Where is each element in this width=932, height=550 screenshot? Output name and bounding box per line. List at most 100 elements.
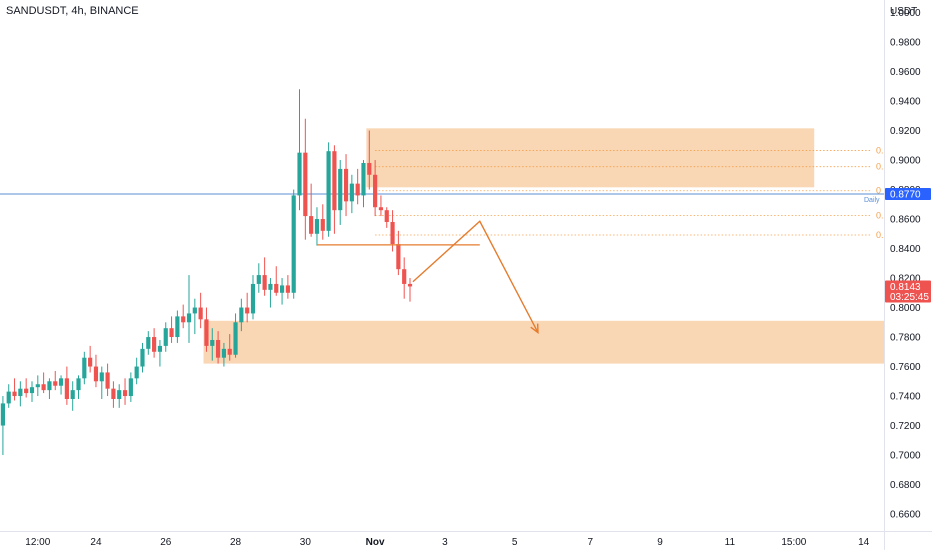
candle-body[interactable] bbox=[64, 378, 69, 399]
x-tick-label: Nov bbox=[366, 537, 385, 548]
candle-body[interactable] bbox=[256, 275, 261, 284]
y-tick-label: 0.8000 bbox=[890, 303, 921, 314]
candle-body[interactable] bbox=[268, 283, 273, 290]
candle-body[interactable] bbox=[105, 372, 110, 389]
candle-body[interactable] bbox=[396, 244, 401, 270]
candle-body[interactable] bbox=[320, 219, 325, 231]
candle-body[interactable] bbox=[250, 283, 256, 314]
projection-arrowhead bbox=[530, 323, 539, 335]
candle-body[interactable] bbox=[76, 378, 81, 391]
candle-body[interactable] bbox=[169, 328, 174, 338]
y-tick-label: 1.0000 bbox=[890, 8, 921, 19]
candle-body[interactable] bbox=[239, 307, 244, 323]
fib-layer: Daily 0. 0. 0 0. 0. bbox=[0, 145, 884, 240]
candle-body[interactable] bbox=[373, 174, 378, 208]
y-tick-label: 0.9400 bbox=[890, 97, 921, 108]
candle-body[interactable] bbox=[332, 151, 337, 211]
candle-body[interactable] bbox=[58, 378, 64, 386]
x-tick-label: 24 bbox=[90, 537, 102, 548]
candle-body[interactable] bbox=[285, 285, 290, 293]
candle-body[interactable] bbox=[175, 316, 180, 338]
candle-body[interactable] bbox=[157, 345, 163, 352]
candle-body[interactable] bbox=[361, 162, 366, 196]
candle-body[interactable] bbox=[309, 216, 314, 234]
candle-body[interactable] bbox=[35, 384, 40, 388]
symbol-title: SANDUSDT, 4h, BINANCE bbox=[6, 5, 139, 17]
candle-body[interactable] bbox=[378, 207, 384, 211]
candle-body[interactable] bbox=[303, 152, 308, 217]
candle-body[interactable] bbox=[233, 322, 238, 355]
candle-body[interactable] bbox=[70, 390, 75, 399]
candle-body[interactable] bbox=[12, 391, 17, 397]
candle-body[interactable] bbox=[117, 390, 122, 399]
candle-body[interactable] bbox=[407, 283, 413, 287]
candle-body[interactable] bbox=[198, 307, 203, 320]
y-tick-label: 0.6600 bbox=[890, 510, 921, 521]
fib-level-label: 0. bbox=[876, 145, 884, 155]
candle-body[interactable] bbox=[314, 219, 320, 234]
supply-zone[interactable] bbox=[366, 128, 815, 188]
candle-body[interactable] bbox=[93, 366, 99, 382]
candle-body[interactable] bbox=[343, 168, 349, 202]
candle-body[interactable] bbox=[291, 195, 296, 293]
candle-body[interactable] bbox=[29, 387, 35, 394]
candle-body[interactable] bbox=[53, 381, 58, 386]
candle-body[interactable] bbox=[390, 221, 395, 245]
candle-body[interactable] bbox=[355, 183, 360, 196]
candle-body[interactable] bbox=[181, 316, 186, 323]
demand-zone[interactable] bbox=[203, 320, 885, 364]
candle-body[interactable] bbox=[24, 388, 29, 394]
candle-body[interactable] bbox=[82, 357, 87, 379]
candle-body[interactable] bbox=[163, 328, 168, 346]
y-tick-label: 0.9800 bbox=[890, 38, 921, 49]
candle-body[interactable] bbox=[111, 388, 116, 399]
y-tick-label: 0.8400 bbox=[890, 244, 921, 255]
candle-body[interactable] bbox=[215, 339, 221, 358]
candle-body[interactable] bbox=[41, 384, 46, 391]
candle-body[interactable] bbox=[122, 390, 128, 397]
candle-body[interactable] bbox=[0, 403, 6, 426]
candle-body[interactable] bbox=[204, 319, 209, 346]
candle-body[interactable] bbox=[221, 348, 227, 358]
x-tick-label: 3 bbox=[442, 537, 448, 548]
candle-body[interactable] bbox=[367, 162, 372, 175]
candle-body[interactable] bbox=[88, 357, 93, 367]
candle-body[interactable] bbox=[384, 210, 389, 222]
candle-body[interactable] bbox=[227, 348, 232, 355]
currency-label: USDT bbox=[890, 6, 917, 17]
x-tick-label: 30 bbox=[300, 537, 312, 548]
candle-body[interactable] bbox=[297, 152, 302, 196]
candle-body[interactable] bbox=[186, 313, 192, 323]
candle-body[interactable] bbox=[279, 285, 285, 293]
candle-body[interactable] bbox=[6, 391, 11, 404]
candle-body[interactable] bbox=[140, 348, 145, 367]
y-tick-label: 0.7600 bbox=[890, 362, 921, 373]
candle-body[interactable] bbox=[274, 283, 279, 293]
fib-level-label: 0 bbox=[876, 186, 881, 196]
y-tick-label: 0.9000 bbox=[890, 156, 921, 167]
candle-body[interactable] bbox=[134, 366, 139, 379]
x-tick-label: 14 bbox=[858, 537, 870, 548]
candle-body[interactable] bbox=[338, 168, 343, 211]
candle-body[interactable] bbox=[402, 269, 407, 284]
candle-body[interactable] bbox=[326, 151, 331, 231]
candle-body[interactable] bbox=[245, 307, 250, 314]
candle-body[interactable] bbox=[47, 381, 52, 391]
candle-body[interactable] bbox=[152, 337, 157, 352]
y-tick-label: 0.7400 bbox=[890, 392, 921, 403]
candle-body[interactable] bbox=[262, 275, 267, 290]
candle-body[interactable] bbox=[210, 339, 215, 346]
candle-body[interactable] bbox=[99, 372, 104, 382]
y-tick-label: 0.6800 bbox=[890, 480, 921, 491]
candle-body[interactable] bbox=[146, 337, 151, 349]
candle-body[interactable] bbox=[128, 378, 133, 397]
candle-body[interactable] bbox=[192, 307, 197, 314]
candle-body[interactable] bbox=[349, 183, 354, 202]
candle-body[interactable] bbox=[18, 388, 23, 397]
current-price-tag bbox=[885, 280, 931, 303]
projection-path[interactable] bbox=[412, 220, 539, 333]
x-tick-label: 7 bbox=[588, 537, 594, 548]
y-tick-label: 0.9200 bbox=[890, 126, 921, 137]
